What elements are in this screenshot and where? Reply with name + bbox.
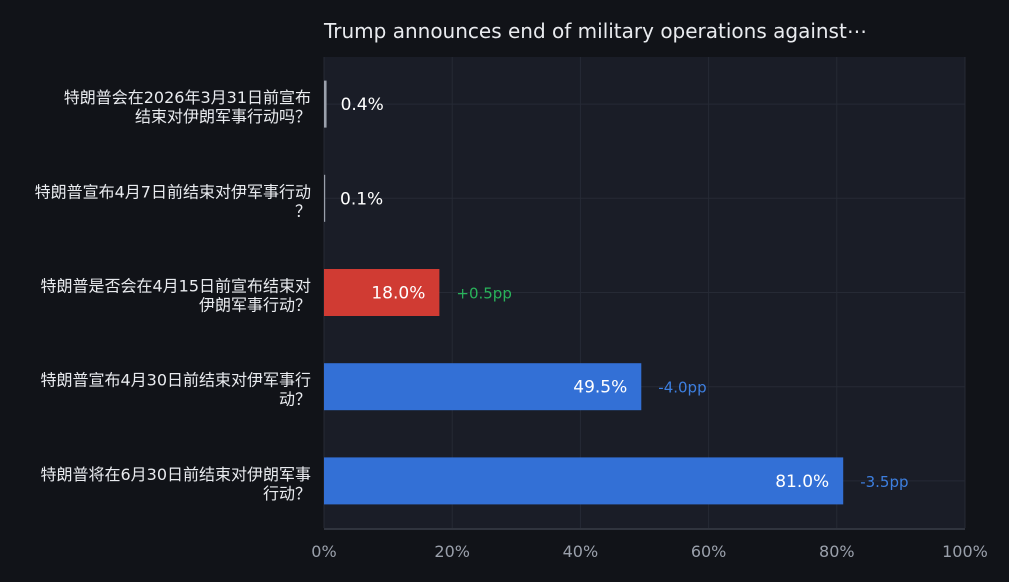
x-tick-label: 40%: [563, 542, 599, 561]
delta-label: -4.0pp: [658, 379, 706, 397]
bar[interactable]: [324, 269, 440, 316]
category-label-line: 动？: [279, 390, 311, 409]
x-tick-label: 60%: [691, 542, 727, 561]
value-label: 0.4%: [341, 95, 384, 115]
x-ticks: 0% 20% 40% 60% 80% 100%: [311, 542, 988, 561]
x-tick-label: 100%: [942, 542, 988, 561]
category-labels: 特朗普会在2026年3月31日前宣布结束对伊朗军事行动吗？ 特朗普宣布4月7日前结…: [35, 88, 311, 503]
category-label-line: 特朗普将在6月30日前结束对伊朗军事: [40, 465, 311, 484]
category-label-line: 特朗普宣布4月7日前结束对伊军事行动: [35, 182, 311, 201]
x-tick-label: 20%: [434, 542, 470, 561]
value-label: 49.5%: [573, 378, 627, 398]
category-label-line: 特朗普会在2026年3月31日前宣布: [64, 88, 311, 107]
category-label: 特朗普宣布4月30日前结束对伊军事行动？: [40, 371, 311, 409]
category-label: 特朗普宣布4月7日前结束对伊军事行动？: [35, 182, 311, 220]
value-label: 18.0%: [371, 284, 425, 304]
x-tick-label: 0%: [311, 542, 336, 561]
category-label: 特朗普是否会在4月15日前宣布结束对伊朗军事行动？: [40, 277, 311, 315]
delta-label: -3.5pp: [860, 473, 908, 491]
bars: 0.4% 0.1% 18.0% +0.5pp 49.5% -4.0pp 81.0% -3.5p…: [324, 80, 909, 505]
category-label: 特朗普将在6月30日前结束对伊朗军事行动？: [40, 465, 311, 503]
bar[interactable]: [324, 80, 327, 128]
category-label-line: ？: [295, 201, 311, 220]
x-tick-label: 80%: [819, 542, 855, 561]
bar[interactable]: [324, 457, 844, 505]
category-label: 特朗普会在2026年3月31日前宣布结束对伊朗军事行动吗？: [64, 88, 311, 126]
category-label-line: 特朗普宣布4月30日前结束对伊军事行: [40, 371, 311, 390]
value-label: 81.0%: [775, 472, 829, 492]
delta-label: +0.5pp: [456, 285, 511, 303]
value-label: 0.1%: [340, 189, 383, 209]
bar[interactable]: [324, 363, 642, 411]
category-label-line: 结束对伊朗军事行动吗？: [135, 107, 311, 126]
category-label-line: 特朗普是否会在4月15日前宣布结束对: [40, 277, 311, 296]
bar[interactable]: [324, 174, 326, 222]
category-label-line: 伊朗军事行动？: [199, 296, 311, 315]
chart-title: Trump announces end of military operatio…: [323, 19, 867, 43]
category-label-line: 行动？: [263, 484, 311, 503]
